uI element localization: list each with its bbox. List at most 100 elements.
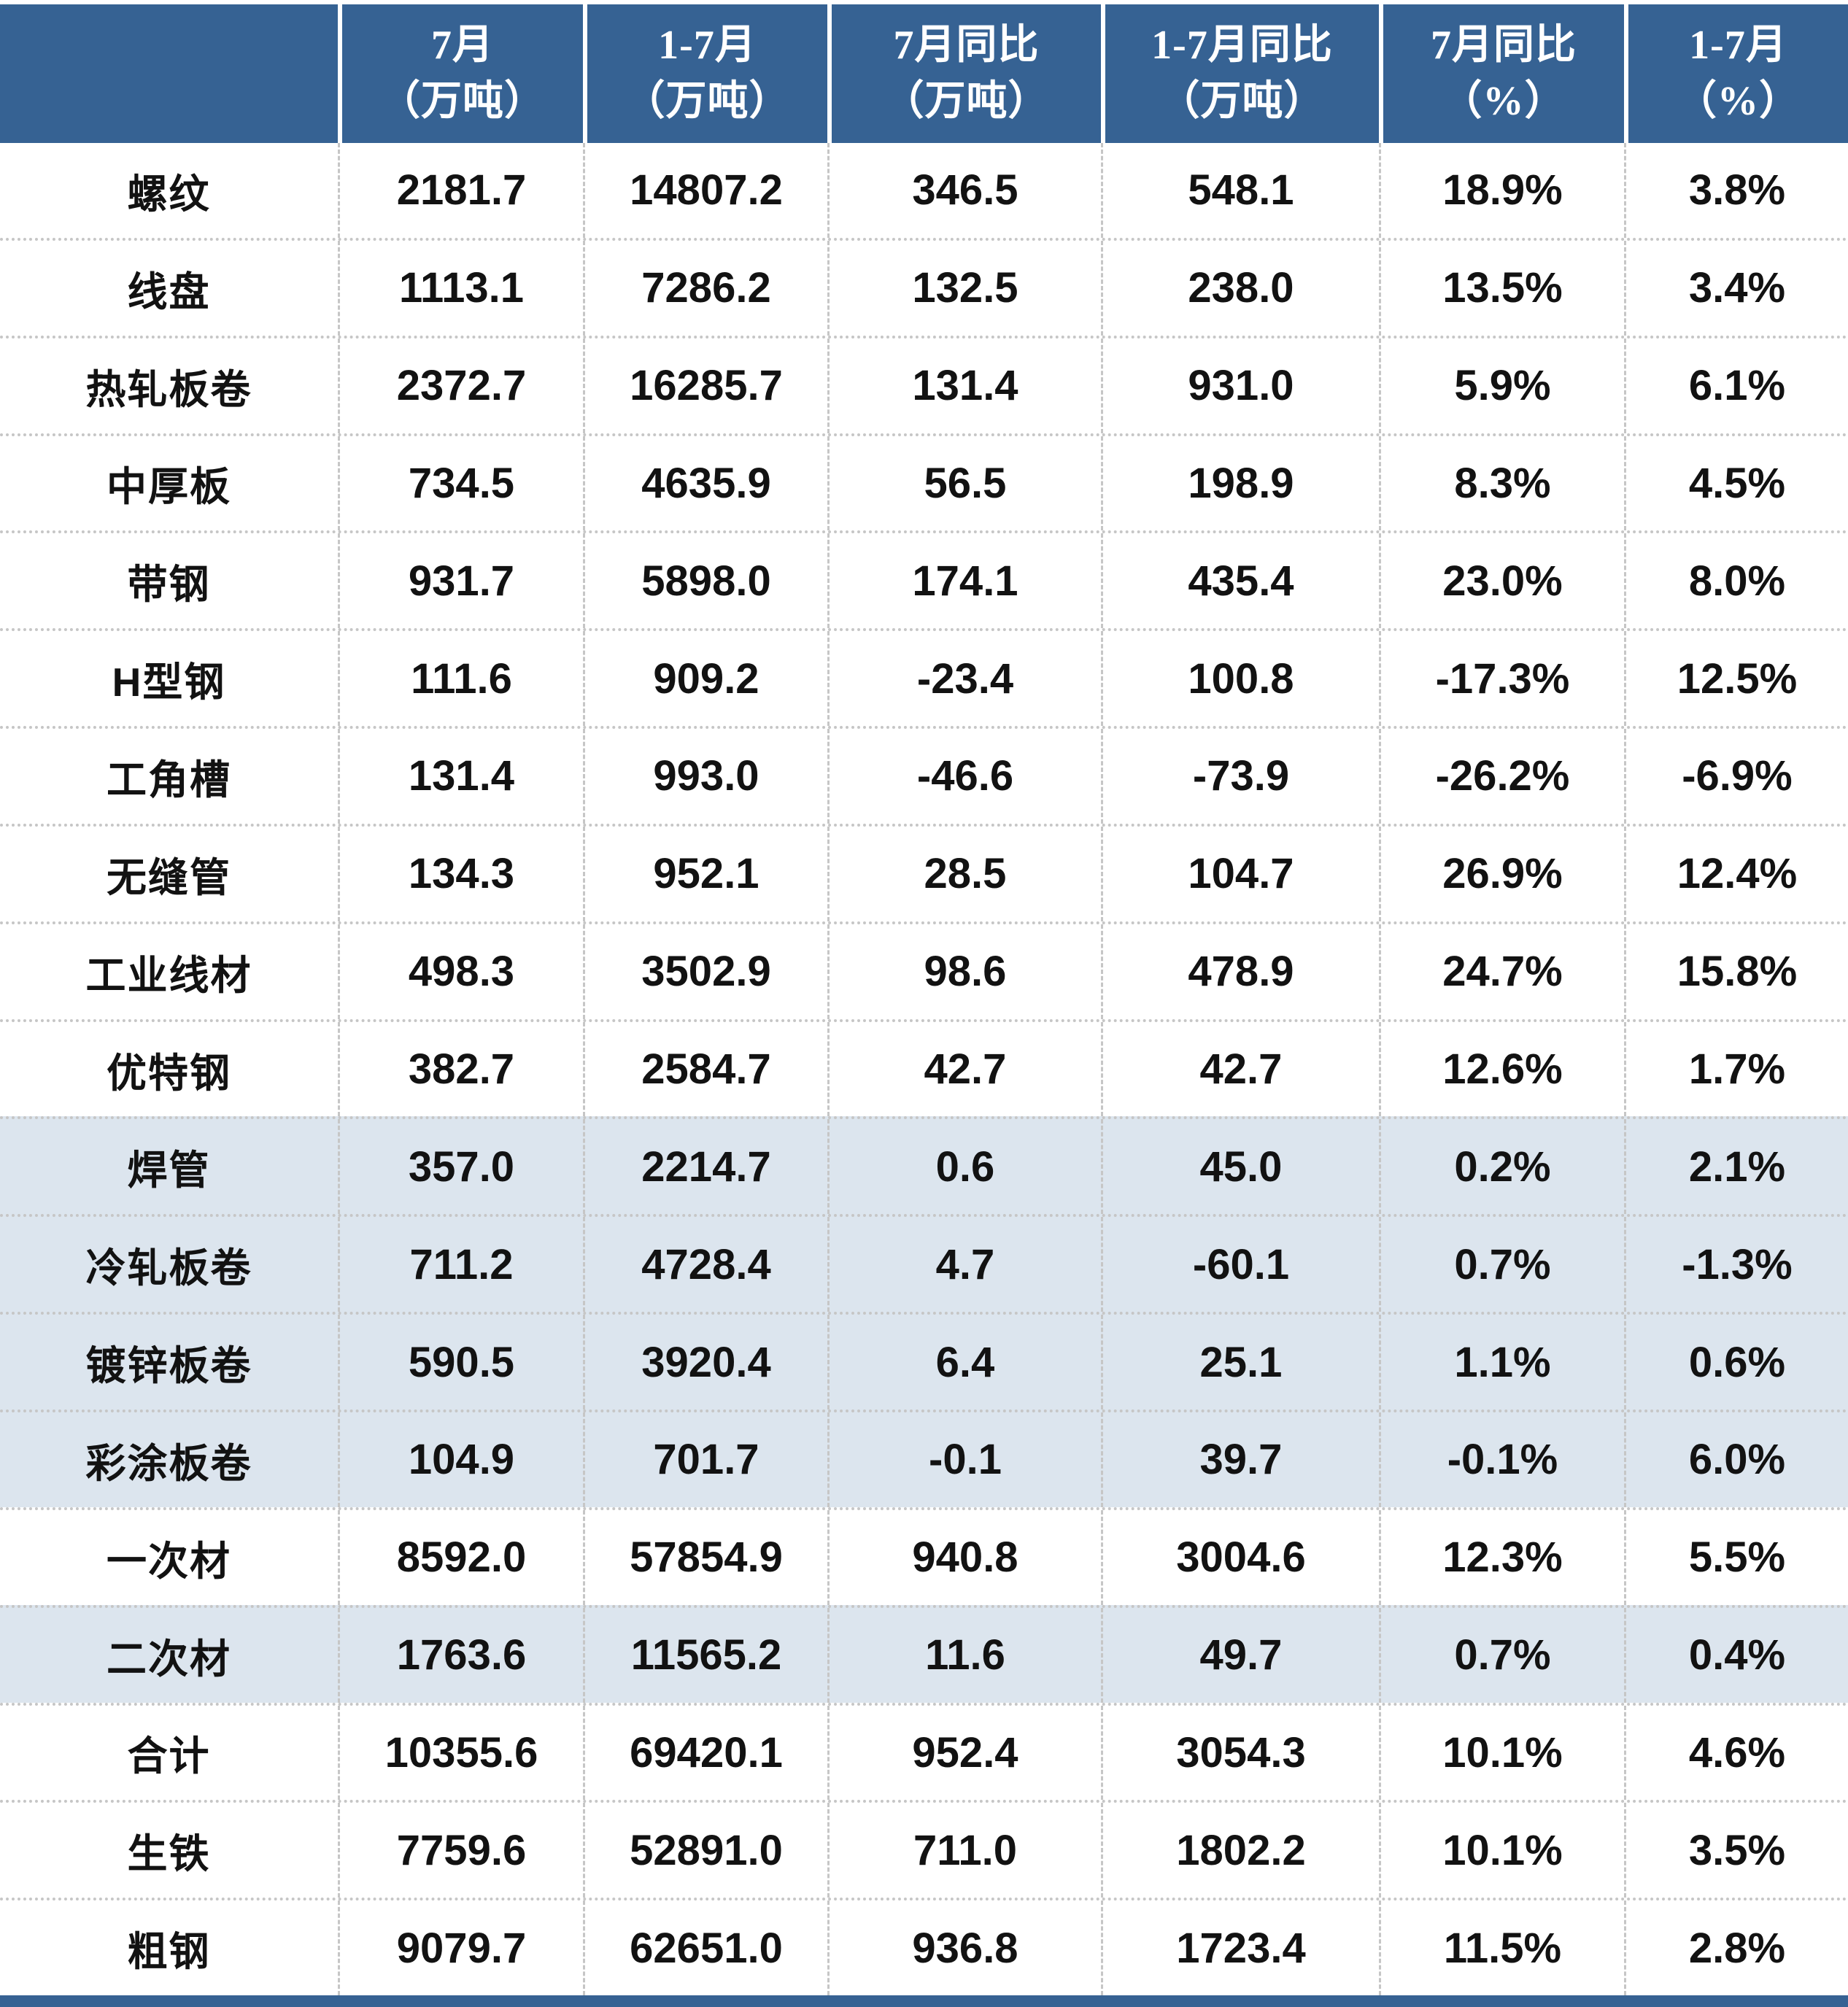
cell-jul-yoy-pct: 26.9% [1379,826,1624,921]
cell-jul-yoy-tons: 98.6 [827,924,1101,1019]
cell-jan-jul-yoy-tons: 3004.6 [1101,1509,1379,1605]
column-header-jul-yoy-tons: 7月同比 （万吨） [827,4,1101,143]
cell-jul-yoy-tons: 11.6 [827,1607,1101,1703]
cell-jul-yoy-tons: -0.1 [827,1412,1101,1507]
cell-jan-jul-yoy-tons: 931.0 [1101,338,1379,433]
cell-jul-value: 134.3 [338,826,583,921]
cell-jan-jul-yoy-tons: 104.7 [1101,826,1379,921]
cell-jan-jul-pct: 3.5% [1624,1803,1848,1898]
cell-jul-yoy-tons: 936.8 [827,1900,1101,1996]
cell-jul-value: 131.4 [338,729,583,824]
cell-jan-jul-value: 5898.0 [583,533,827,629]
row-label: 无缝管 [106,854,231,900]
row-label: 工业线材 [85,952,252,998]
cell-jul-yoy-pct: 23.0% [1379,533,1624,629]
cell-jan-jul-pct: 1.7% [1624,1021,1848,1117]
cell-jul-value: 711.2 [338,1217,583,1312]
cell-jan-jul-value: 52891.0 [583,1803,827,1898]
cell-jan-jul-pct: 12.4% [1624,826,1848,921]
cell-jan-jul-yoy-tons: 238.0 [1101,240,1379,336]
cell-jan-jul-value: 3920.4 [583,1315,827,1409]
cell-jan-jul-value: 62651.0 [583,1900,827,1996]
cell-jul-yoy-pct: 5.9% [1379,338,1624,433]
cell-jan-jul-pct: 6.1% [1624,338,1848,433]
table-row: 焊管 357.0 2214.7 0.6 45.0 0.2% 2.1% [0,1116,1848,1215]
cell-jul-yoy-pct: 13.5% [1379,240,1624,336]
cell-jul-yoy-pct: 0.7% [1379,1607,1624,1703]
table-row: 一次材 8592.0 57854.9 940.8 3004.6 12.3% 5.… [0,1507,1848,1605]
row-label: 二次材 [106,1636,231,1682]
cell-jul-yoy-tons: 42.7 [827,1021,1101,1117]
header-line1: 1-7月同比 [1151,22,1333,68]
cell-jan-jul-yoy-tons: 39.7 [1101,1412,1379,1507]
row-label: H型钢 [112,660,226,705]
table-row: 合计 10355.6 69420.1 952.4 3054.3 10.1% 4.… [0,1702,1848,1801]
header-line1: 1-7月 [1689,22,1787,68]
row-label: 合计 [127,1733,211,1779]
cell-jan-jul-pct: 2.8% [1624,1900,1848,1996]
cell-jan-jul-value: 993.0 [583,729,827,824]
table-row: 彩涂板卷 104.9 701.7 -0.1 39.7 -0.1% 6.0% [0,1409,1848,1507]
table-row: 热轧板卷 2372.7 16285.7 131.4 931.0 5.9% 6.1… [0,335,1848,433]
cell-jul-yoy-pct: -0.1% [1379,1412,1624,1507]
cell-jan-jul-value: 7286.2 [583,240,827,336]
cell-jan-jul-yoy-tons: 49.7 [1101,1607,1379,1703]
cell-jul-value: 7759.6 [338,1803,583,1898]
cell-jan-jul-yoy-tons: 1723.4 [1101,1900,1379,1996]
cell-jul-value: 111.6 [338,631,583,727]
cell-jul-value: 8592.0 [338,1509,583,1605]
cell-jul-value: 931.7 [338,533,583,629]
cell-jul-yoy-pct: 10.1% [1379,1705,1624,1801]
table-header-row: 7月 （万吨） 1-7月 （万吨） 7月同比 （万吨） 1-7月同比 （万吨） … [0,4,1848,143]
table-row: 粗钢 9079.7 62651.0 936.8 1723.4 11.5% 2.8… [0,1898,1848,1996]
table-row: 线盘 1113.1 7286.2 132.5 238.0 13.5% 3.4% [0,237,1848,336]
cell-jul-value: 498.3 [338,924,583,1019]
cell-jul-value: 2372.7 [338,338,583,433]
table-row: 无缝管 134.3 952.1 28.5 104.7 26.9% 12.4% [0,823,1848,921]
cell-jul-yoy-tons: -46.6 [827,729,1101,824]
cell-jan-jul-pct: 15.8% [1624,924,1848,1019]
cell-jan-jul-pct: 3.8% [1624,143,1848,238]
table-row: 镀锌板卷 590.5 3920.4 6.4 25.1 1.1% 0.6% [0,1312,1848,1409]
cell-jan-jul-value: 2214.7 [583,1119,827,1215]
cell-jan-jul-yoy-tons: 45.0 [1101,1119,1379,1215]
cell-jan-jul-yoy-tons: -60.1 [1101,1217,1379,1312]
cell-jul-value: 357.0 [338,1119,583,1215]
cell-jan-jul-value: 14807.2 [583,143,827,238]
cell-jul-yoy-tons: 711.0 [827,1803,1101,1898]
cell-jan-jul-value: 69420.1 [583,1705,827,1801]
cell-jul-yoy-pct: -17.3% [1379,631,1624,727]
cell-jul-yoy-pct: 10.1% [1379,1803,1624,1898]
row-label: 线盘 [127,268,211,314]
row-label: 彩涂板卷 [85,1440,252,1486]
cell-jan-jul-value: 2584.7 [583,1021,827,1117]
row-label: 带钢 [127,562,211,608]
row-label: 焊管 [127,1148,211,1194]
cell-jul-yoy-tons: 940.8 [827,1509,1101,1605]
cell-jul-yoy-tons: 131.4 [827,338,1101,433]
column-header-jan-jul: 1-7月 （万吨） [583,4,827,143]
table-row: 螺纹 2181.7 14807.2 346.5 548.1 18.9% 3.8% [0,143,1848,238]
cell-jul-yoy-tons: 952.4 [827,1705,1101,1801]
cell-jan-jul-pct: 2.1% [1624,1119,1848,1215]
row-label: 螺纹 [127,171,211,217]
cell-jul-value: 1763.6 [338,1607,583,1703]
row-label: 生铁 [127,1831,211,1877]
cell-jan-jul-yoy-tons: -73.9 [1101,729,1379,824]
cell-jul-yoy-tons: 28.5 [827,826,1101,921]
cell-jan-jul-value: 909.2 [583,631,827,727]
cell-jul-yoy-pct: 18.9% [1379,143,1624,238]
cell-jul-yoy-tons: 174.1 [827,533,1101,629]
table-row: 生铁 7759.6 52891.0 711.0 1802.2 10.1% 3.5… [0,1800,1848,1898]
row-label: 热轧板卷 [85,366,252,412]
row-label: 冷轧板卷 [85,1245,252,1291]
cell-jan-jul-pct: 4.5% [1624,436,1848,531]
cell-jul-yoy-pct: 0.2% [1379,1119,1624,1215]
table-row: 中厚板 734.5 4635.9 56.5 198.9 8.3% 4.5% [0,433,1848,531]
cell-jul-value: 10355.6 [338,1705,583,1801]
header-line1: 7月同比 [1431,22,1577,68]
cell-jan-jul-pct: -6.9% [1624,729,1848,824]
cell-jul-yoy-pct: 11.5% [1379,1900,1624,1996]
row-label: 优特钢 [106,1050,231,1096]
